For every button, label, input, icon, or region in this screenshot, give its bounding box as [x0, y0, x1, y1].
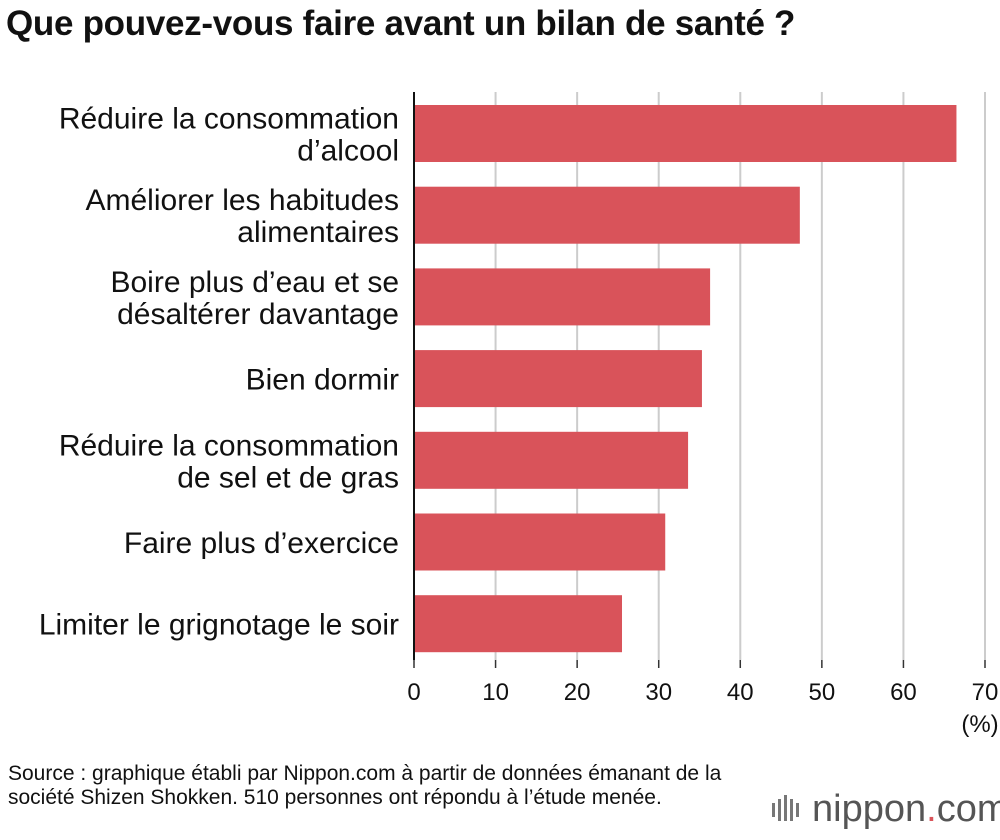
bar	[414, 595, 623, 653]
x-tick-label: 40	[727, 679, 754, 706]
category-label: de sel et de gras	[177, 461, 399, 494]
x-axis-unit-label: (%)	[961, 711, 998, 738]
category-label: désaltérer davantage	[117, 298, 399, 331]
tick-labels: 0 10 20 30 40 50 60 70 (%)	[407, 660, 999, 738]
chart-title: Que pouvez-vous faire avant un bilan de …	[6, 4, 796, 43]
category-labels: Réduire la consommationd’alcoolAméliorer…	[39, 103, 399, 642]
x-tick-label: 10	[482, 679, 509, 706]
bar-chart: Réduire la consommationd’alcoolAméliorer…	[39, 92, 999, 738]
logo-bars-icon	[772, 795, 799, 821]
logo-dot: .	[926, 788, 937, 830]
x-tick-label: 30	[645, 679, 672, 706]
category-label: Faire plus d’exercice	[124, 527, 399, 560]
category-label: d’alcool	[297, 135, 399, 168]
category-label: alimentaires	[237, 216, 399, 249]
category-label: Bien dormir	[246, 364, 399, 397]
category-label: Limiter le grignotage le soir	[39, 609, 399, 642]
logo-suffix: com	[936, 788, 1000, 830]
bar	[414, 513, 666, 571]
category-label: Réduire la consommation	[59, 103, 399, 136]
x-tick-label: 60	[890, 679, 917, 706]
bar	[414, 105, 957, 162]
x-tick-label: 0	[407, 679, 420, 706]
nippon-logo: nippon. com	[772, 788, 1000, 831]
x-tick-label: 50	[809, 679, 836, 706]
category-label: Améliorer les habitudes	[86, 184, 400, 217]
bar	[414, 350, 702, 408]
bar	[414, 268, 711, 326]
x-tick-label: 70	[972, 679, 999, 706]
x-tick-label: 20	[564, 679, 591, 706]
logo-wordmark: nippon	[812, 788, 927, 830]
bar	[414, 431, 689, 489]
category-label: Réduire la consommation	[59, 429, 399, 462]
bars	[414, 105, 957, 653]
bar	[414, 186, 800, 244]
source-note: Source : graphique établi par Nippon.com…	[8, 762, 722, 809]
category-label: Boire plus d’eau et se	[110, 266, 399, 299]
